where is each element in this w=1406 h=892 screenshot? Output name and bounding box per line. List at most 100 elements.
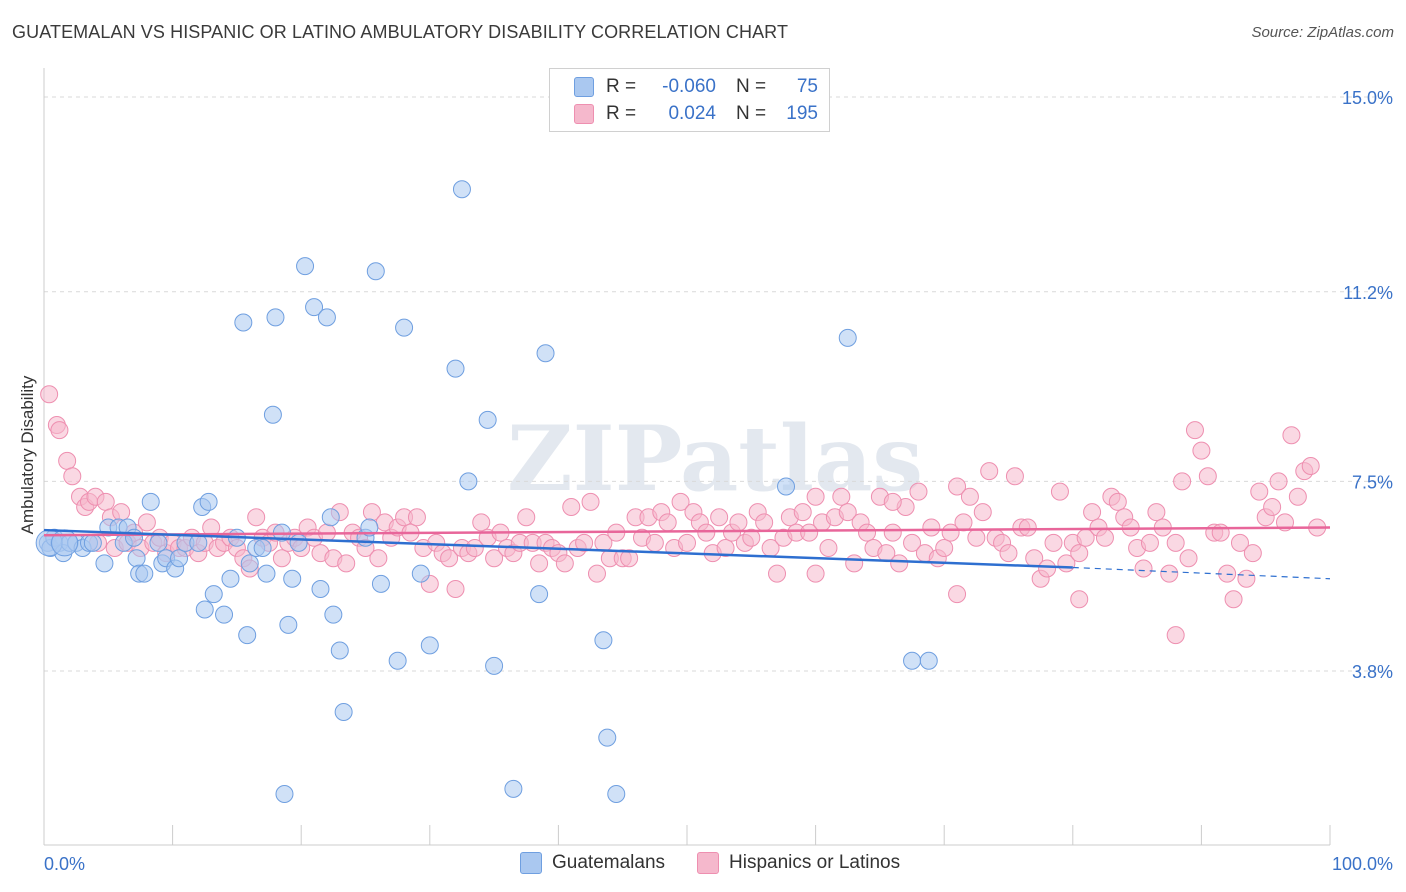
legend-label: Hispanics or Latinos <box>729 852 901 873</box>
guatemalan-point <box>149 533 168 552</box>
hispanic-point <box>369 549 388 568</box>
guatemalan-point <box>170 549 189 568</box>
hispanic-point <box>517 508 536 527</box>
guatemalan-point <box>311 580 330 598</box>
hispanic-point <box>337 554 356 573</box>
legend-n-value: 195 <box>786 103 818 124</box>
hispanic-point <box>575 533 594 552</box>
hispanic-point <box>922 518 941 537</box>
hispanic-point <box>973 503 992 522</box>
hispanic-point <box>1179 549 1198 568</box>
guatemalan-point <box>141 492 160 511</box>
hispanic-point <box>485 549 504 568</box>
hispanic-point <box>1166 533 1185 552</box>
hispanic-point <box>967 528 986 547</box>
guatemalan-point <box>388 651 407 670</box>
hispanic-point <box>1147 503 1166 522</box>
guatemalan-point <box>317 308 336 327</box>
hispanic-point <box>1044 533 1063 552</box>
hispanic-point <box>941 523 960 542</box>
guatemalan-point <box>296 257 315 276</box>
hispanic-point <box>806 564 825 583</box>
guatemalan-trend-extension <box>1072 566 1331 580</box>
hispanic-point <box>63 467 82 486</box>
hispanic-point <box>58 451 77 470</box>
hispanic-point <box>1263 498 1282 516</box>
hispanic-point <box>112 503 131 522</box>
chart-title: GUATEMALAN VS HISPANIC OR LATINO AMBULAT… <box>12 22 789 42</box>
hispanic-point <box>658 513 677 532</box>
hispanic-point <box>948 477 967 496</box>
guatemalan-point <box>95 554 114 573</box>
hispanic-trend-line <box>43 526 1331 537</box>
hispanic-point <box>1243 544 1262 563</box>
hispanic-point <box>472 513 491 532</box>
guatemalan-point <box>125 528 144 547</box>
guatemalan-point <box>135 564 154 583</box>
hispanic-point <box>1173 472 1192 491</box>
hispanic-point <box>1198 467 1217 486</box>
y-tick-label: 15.0% <box>1342 88 1393 108</box>
hispanic-point <box>1250 482 1269 501</box>
hispanic-point <box>1095 528 1114 547</box>
hispanic-point <box>1211 523 1230 542</box>
legend-swatch-blue <box>520 852 542 874</box>
legend-r-value: 0.024 <box>668 103 716 124</box>
guatemalan-point <box>504 779 523 798</box>
hispanic-point <box>819 539 838 557</box>
hispanic-point <box>137 513 156 532</box>
guatemalan-point <box>360 518 379 537</box>
hispanic-point <box>806 487 825 506</box>
hispanic-point <box>1288 487 1307 506</box>
guatemalan-point <box>283 569 302 588</box>
guatemalan-trend-line <box>43 528 1073 569</box>
hispanic-point <box>883 523 902 542</box>
guatemalan-point <box>195 600 214 619</box>
hispanic-point <box>755 513 774 532</box>
legend-label: Guatemalans <box>552 852 666 873</box>
x-tick-label: 0.0% <box>44 854 85 874</box>
y-tick-label: 11.2% <box>1343 283 1393 303</box>
legend-n-value: 75 <box>796 76 818 97</box>
guatemalan-point <box>83 533 102 552</box>
hispanic-point <box>620 549 639 568</box>
guatemalan-point <box>536 344 555 363</box>
hispanic-point <box>587 564 606 583</box>
hispanic-point <box>980 462 999 481</box>
hispanic-point <box>697 523 716 542</box>
guatemalan-point <box>215 605 234 624</box>
hispanic-point <box>1282 426 1301 445</box>
hispanic-point <box>845 554 864 573</box>
source-label: Source: ZipAtlas.com <box>1251 24 1394 41</box>
x-tick-label: 100.0% <box>1332 854 1393 874</box>
guatemalan-point <box>366 262 385 281</box>
guatemalan-point <box>289 533 308 552</box>
hispanic-point <box>1224 590 1243 609</box>
hispanic-point <box>903 533 922 552</box>
guatemalan-point <box>903 651 922 670</box>
hispanic-point <box>1166 626 1185 645</box>
hispanic-point <box>710 508 729 527</box>
guatemalan-point <box>221 569 240 588</box>
guatemalan-point <box>127 549 146 568</box>
hispanic-point <box>50 421 69 440</box>
legend-n-label: N = <box>736 103 767 124</box>
hispanic-point <box>407 508 426 527</box>
hispanic-point <box>729 513 748 532</box>
guatemalan-point <box>459 472 478 491</box>
guatemalan-point <box>263 405 282 424</box>
legend-n-label: N = <box>736 76 767 97</box>
legend-item-guatemalans: Guatemalans <box>520 852 665 874</box>
hispanic-point <box>832 487 851 506</box>
guatemalan-point <box>266 308 285 327</box>
hispanic-point <box>1018 518 1037 537</box>
guatemalan-point <box>395 318 414 337</box>
guatemalan-point <box>324 605 343 624</box>
guatemalan-point <box>446 359 465 378</box>
hispanic-point <box>645 533 664 552</box>
hispanic-point <box>1237 569 1256 588</box>
hispanic-point <box>1134 559 1153 578</box>
guatemalan-point <box>234 313 253 332</box>
hispanic-point <box>1070 590 1089 609</box>
legend-row-guatemalans: R = -0.060 N = 75 <box>550 74 818 100</box>
